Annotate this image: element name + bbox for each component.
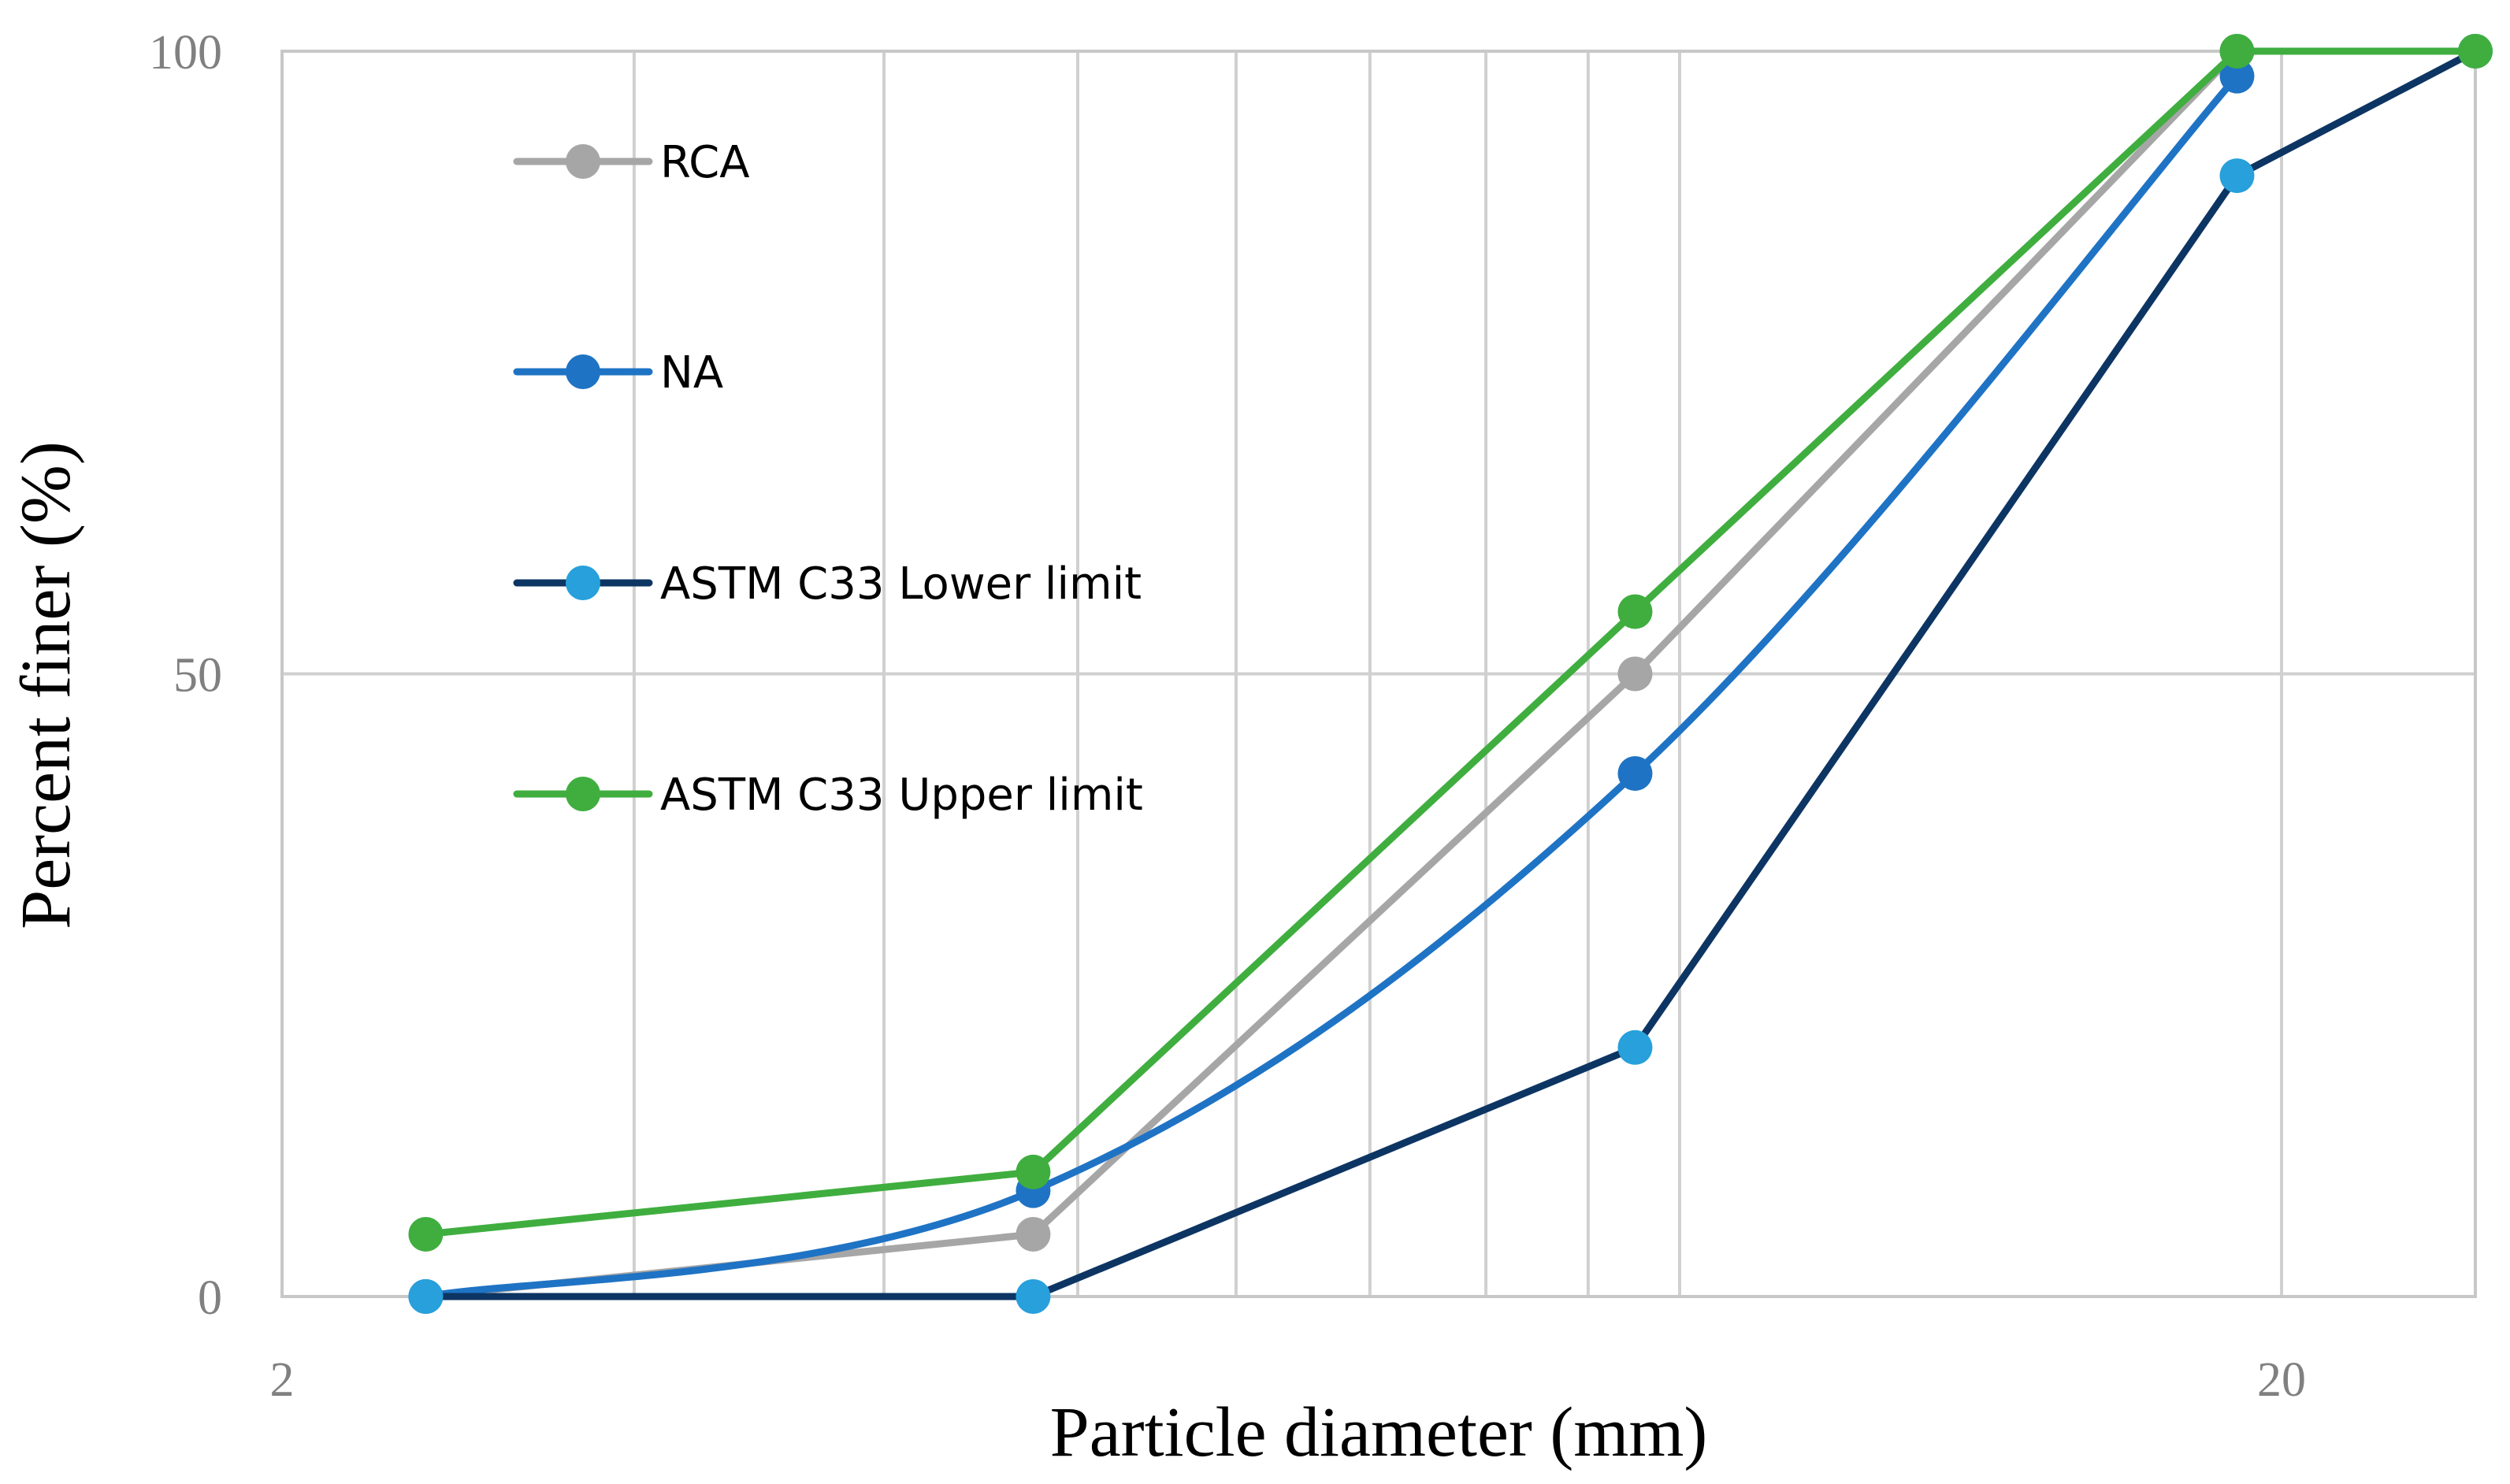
legend-marker <box>566 354 600 389</box>
data-point <box>408 1279 444 1314</box>
legend-entry: RCA <box>513 137 750 188</box>
y-tick-label: 0 <box>198 1271 222 1325</box>
data-point <box>2219 158 2255 194</box>
series-line <box>421 72 2241 1300</box>
series-astm-c33-upper-limit <box>408 34 2493 1252</box>
legend: RCA NA ASTM C33 Lower limit ASTM C33 Upper … <box>513 137 1143 821</box>
series-na <box>408 58 2255 1314</box>
legend-entry: NA <box>513 347 723 399</box>
data-point <box>2219 34 2255 69</box>
data-point <box>2458 34 2493 69</box>
y-axis-title: Percent finer (%) <box>7 441 85 929</box>
plot-area-border <box>280 50 2477 1298</box>
data-point <box>1016 1216 1051 1252</box>
series-line <box>421 47 2479 1238</box>
y-tick-label: 50 <box>173 649 222 703</box>
legend-entry: ASTM C33 Lower limit <box>513 558 1142 610</box>
grid-lines <box>282 50 2475 1298</box>
y-tick-label: 100 <box>149 26 222 80</box>
series-group <box>408 34 2493 1314</box>
legend-marker <box>566 144 600 179</box>
legend-label: RCA <box>660 137 750 188</box>
data-point <box>2219 58 2255 94</box>
legend-marker <box>566 566 600 600</box>
data-point <box>408 1216 444 1252</box>
x-tick-label: 20 <box>2257 1353 2306 1407</box>
data-point <box>1617 755 1653 791</box>
data-point <box>1617 1030 1653 1065</box>
legend-label: ASTM C33 Upper limit <box>660 770 1143 821</box>
data-point <box>1016 1154 1051 1189</box>
tick-labels: 2 20 0 50 100 <box>149 26 2306 1407</box>
data-point <box>1016 1279 1051 1314</box>
data-point <box>1617 594 1653 629</box>
legend-label: NA <box>660 347 723 399</box>
x-axis-title: Particle diameter (mm) <box>1050 1393 1708 1471</box>
legend-marker <box>566 777 600 811</box>
x-tick-label: 2 <box>270 1353 295 1407</box>
data-point <box>1617 656 1653 692</box>
legend-entry: ASTM C33 Upper limit <box>513 770 1143 821</box>
legend-label: ASTM C33 Lower limit <box>660 558 1142 610</box>
